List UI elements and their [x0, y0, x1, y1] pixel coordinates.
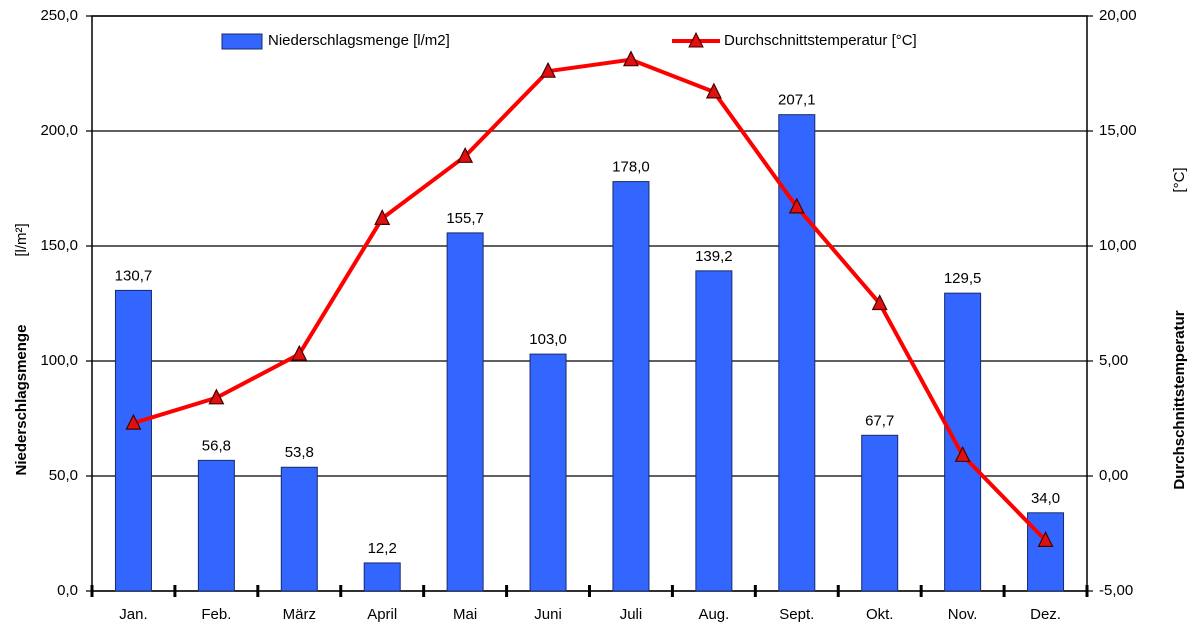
- y-axis-title: Niederschlagsmenge: [13, 325, 30, 476]
- data-label: 130,7: [115, 267, 153, 284]
- x-tick-label: Dez.: [1030, 606, 1061, 623]
- y-tick-label: 100,0: [40, 352, 78, 369]
- line-marker: [705, 82, 722, 99]
- data-label: 139,2: [695, 248, 733, 265]
- line-marker: [954, 445, 971, 462]
- data-label: 178,0: [612, 159, 650, 176]
- y2-axis-unit: [°C]: [1171, 167, 1188, 192]
- data-label: 34,0: [1031, 490, 1060, 507]
- bar: [197, 459, 235, 592]
- bar: [280, 466, 318, 592]
- y-tick-label: 250,0: [40, 7, 78, 24]
- x-tick-label: April: [367, 606, 397, 623]
- data-label: 56,8: [202, 437, 231, 454]
- x-tick-label: Jan.: [119, 606, 147, 623]
- data-label: 207,1: [778, 92, 816, 109]
- bar: [612, 181, 650, 592]
- line-marker: [208, 388, 225, 405]
- data-label: 155,7: [446, 210, 484, 227]
- line-marker: [540, 61, 557, 78]
- data-label: 12,2: [368, 540, 397, 557]
- line-marker: [125, 413, 142, 430]
- legend-marker: [688, 31, 704, 48]
- line-marker: [1037, 531, 1054, 547]
- bar: [114, 289, 152, 592]
- bar: [1027, 512, 1065, 592]
- line: [132, 57, 1047, 542]
- bar: [363, 562, 401, 592]
- y-tick-label: 200,0: [40, 122, 78, 139]
- bar: [861, 434, 899, 592]
- line-marker: [291, 344, 308, 361]
- legend-label: Niederschlagsmenge [l/m2]: [268, 32, 450, 49]
- data-label: 103,0: [529, 331, 567, 348]
- y-tick-label: 150,0: [40, 237, 78, 254]
- y-tick-label: 50,0: [49, 467, 78, 484]
- line-marker: [788, 197, 805, 214]
- data-label: 67,7: [865, 412, 894, 429]
- x-tick-label: Sept.: [779, 606, 814, 623]
- y-tick-label: 0,0: [57, 582, 78, 599]
- y2-tick-label: 0,00: [1099, 467, 1128, 484]
- line-marker: [457, 146, 474, 163]
- line-marker: [622, 50, 639, 67]
- y2-tick-label: 10,00: [1099, 237, 1137, 254]
- bar: [529, 353, 567, 592]
- bar: [778, 114, 816, 592]
- line-marker: [871, 294, 888, 311]
- line-marker: [374, 209, 391, 225]
- y2-tick-label: 20,00: [1099, 7, 1137, 24]
- legend-swatch: [221, 33, 263, 50]
- x-tick-label: Okt.: [866, 606, 894, 623]
- y-axis-unit: [l/m²]: [13, 223, 30, 256]
- x-tick-label: Feb.: [201, 606, 231, 623]
- y2-tick-label: 5,00: [1099, 352, 1128, 369]
- x-tick-label: Juli: [620, 606, 643, 623]
- data-label: 129,5: [944, 270, 982, 287]
- y2-tick-label: -5,00: [1099, 582, 1133, 599]
- legend-label: Durchschnittstemperatur [°C]: [724, 32, 917, 49]
- bar: [944, 292, 982, 592]
- plot-frame: [91, 15, 1088, 592]
- bar: [446, 232, 484, 592]
- x-tick-label: März: [283, 606, 316, 623]
- y2-axis-title: Durchschnittstemperatur: [1171, 310, 1188, 489]
- data-label: 53,8: [285, 444, 314, 461]
- x-tick-label: Aug.: [698, 606, 729, 623]
- x-tick-label: Juni: [534, 606, 562, 623]
- x-tick-label: Nov.: [948, 606, 978, 623]
- y2-tick-label: 15,00: [1099, 122, 1137, 139]
- bar: [695, 270, 733, 592]
- x-tick-label: Mai: [453, 606, 477, 623]
